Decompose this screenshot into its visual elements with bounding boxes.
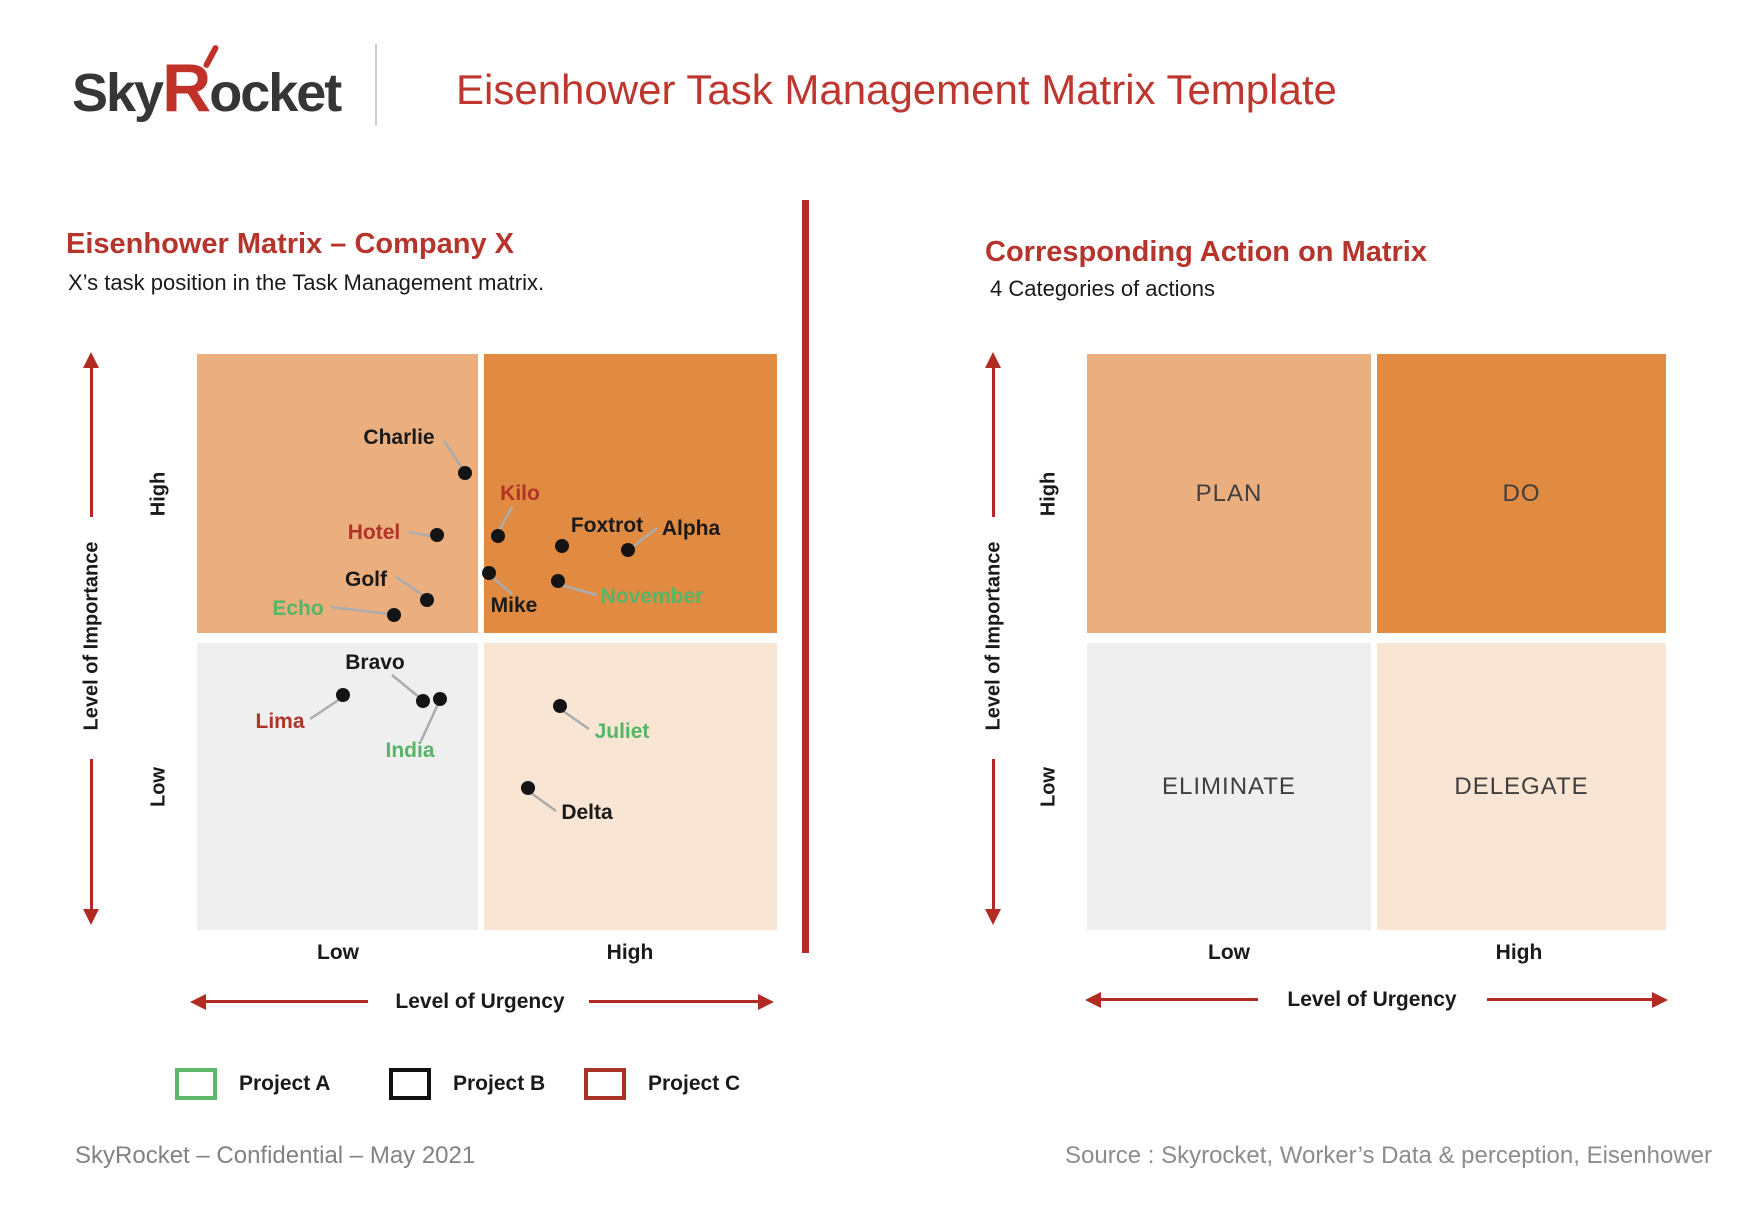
right-urgency-arrow-left-icon <box>1085 992 1101 1008</box>
left-quadrant-top-right <box>484 354 777 633</box>
left-section-subtitle: X’s task position in the Task Management… <box>68 270 545 295</box>
right-x-high-label: High <box>1495 941 1543 964</box>
right-importance-axis-label: Level of Importance <box>982 541 1005 731</box>
quadrant-label-do: DO <box>1502 479 1541 507</box>
left-section-heading: Eisenhower Matrix – Company X <box>66 228 515 260</box>
footer-confidential: SkyRocket – Confidential – May 2021 <box>75 1142 476 1169</box>
left-matrix <box>197 354 777 930</box>
right-urgency-arrow-right-icon <box>1652 992 1668 1008</box>
section-divider <box>802 200 809 953</box>
left-y-low-label: Low <box>147 767 170 807</box>
legend-label-project-c: Project C <box>648 1072 741 1095</box>
left-x-high-label: High <box>606 941 654 964</box>
quadrant-label-eliminate: ELIMINATE <box>1162 772 1296 800</box>
left-quadrant-bottom-left <box>197 643 478 930</box>
right-quadrant-delegate: DELEGATE <box>1377 643 1666 930</box>
left-y-high-label: High <box>147 471 170 517</box>
logo-text-sky: Sky <box>72 63 164 123</box>
footer-source: Source : Skyrocket, Worker’s Data & perc… <box>1065 1142 1712 1169</box>
right-urgency-arrow-line-left <box>1101 998 1258 1001</box>
left-urgency-arrow-left-icon <box>190 994 206 1010</box>
right-y-high-label: High <box>1037 471 1060 517</box>
quadrant-label-delegate: DELEGATE <box>1454 772 1589 800</box>
left-importance-arrow-down-icon <box>83 909 99 925</box>
right-section-subtitle: 4 Categories of actions <box>990 276 1216 301</box>
right-quadrant-eliminate: ELIMINATE <box>1087 643 1371 930</box>
left-quadrant-top-left <box>197 354 478 633</box>
left-importance-axis-label: Level of Importance <box>80 541 103 731</box>
right-y-low-label: Low <box>1037 767 1060 807</box>
right-urgency-axis-label: Level of Urgency <box>1287 988 1457 1011</box>
project-c-swatch-icon <box>584 1068 626 1100</box>
right-importance-arrow-line-top <box>992 366 995 517</box>
left-importance-arrow-line-bottom <box>90 759 93 909</box>
project-b-swatch-icon <box>389 1068 431 1100</box>
left-urgency-arrow-line-left <box>206 1000 368 1003</box>
left-x-low-label: Low <box>317 941 359 964</box>
left-quadrant-bottom-right <box>484 643 777 930</box>
left-urgency-axis-label: Level of Urgency <box>395 990 565 1013</box>
legend-item-project-c: Project C <box>584 1068 740 1100</box>
right-section-heading: Corresponding Action on Matrix <box>985 236 1427 268</box>
right-quadrant-do: DO <box>1377 354 1666 633</box>
left-importance-arrow-line-top <box>90 366 93 517</box>
logo-text-ocket: ocket <box>209 63 342 123</box>
right-importance-arrow-line-bottom <box>992 759 995 909</box>
right-matrix: PLAN DO ELIMINATE DELEGATE <box>1087 354 1666 930</box>
project-a-swatch-icon <box>175 1068 217 1100</box>
right-importance-arrow-down-icon <box>985 909 1001 925</box>
right-x-low-label: Low <box>1208 941 1250 964</box>
legend-item-project-b: Project B <box>389 1068 545 1100</box>
legend-item-project-a: Project A <box>175 1068 330 1100</box>
legend-label-project-a: Project A <box>239 1072 331 1095</box>
right-urgency-arrow-line-right <box>1487 998 1652 1001</box>
legend-label-project-b: Project B <box>453 1072 546 1095</box>
right-importance-arrow-up-icon <box>985 352 1001 368</box>
right-quadrant-plan: PLAN <box>1087 354 1371 633</box>
left-urgency-arrow-right-icon <box>758 994 774 1010</box>
logo-text-r: R <box>162 44 220 122</box>
left-urgency-arrow-line-right <box>589 1000 758 1003</box>
quadrant-label-plan: PLAN <box>1195 479 1263 507</box>
page-title: Eisenhower Task Management Matrix Templa… <box>456 66 1337 113</box>
left-importance-arrow-up-icon <box>83 352 99 368</box>
header-divider <box>375 44 377 126</box>
